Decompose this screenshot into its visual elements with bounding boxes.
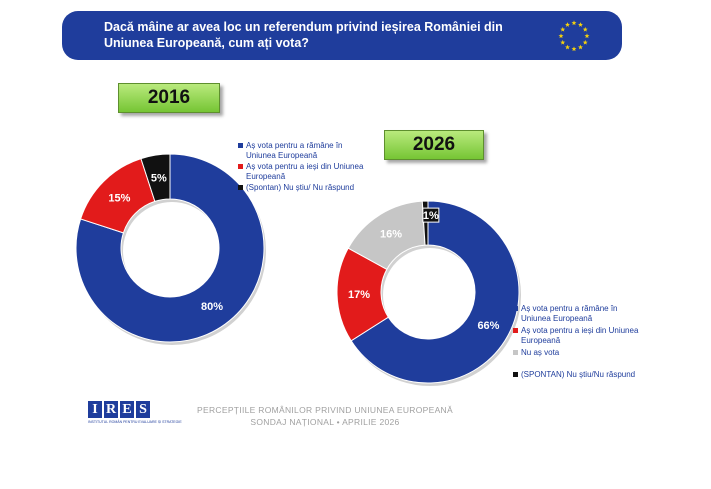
logo-tagline: INSTITUTUL ROMÂN PENTRU EVALUARE ȘI STRA… xyxy=(88,420,182,424)
legend-item: (SPONTAN) Nu știu/Nu răspund xyxy=(513,370,641,380)
donut-slice xyxy=(140,153,171,203)
legend-item: (Spontan) Nu știu/ Nu răspund xyxy=(238,183,366,193)
footer-report-title: PERCEPȚIILE ROMÂNILOR PRIVIND UNIUNEA EU… xyxy=(197,405,453,415)
legend-label: Aș vota pentru a rămâne în Uniunea Europ… xyxy=(246,141,343,160)
data-label: 1% xyxy=(423,210,439,222)
data-label: 5% xyxy=(151,172,167,184)
eu-star-icon xyxy=(565,22,570,27)
logo-letter: S xyxy=(136,401,150,418)
survey-question: Dacă mâine ar avea loc un referendum pri… xyxy=(104,20,503,50)
legend-swatch xyxy=(513,372,518,377)
legend-swatch xyxy=(238,185,243,190)
logo-letter: E xyxy=(120,401,134,418)
eu-star-icon xyxy=(565,44,570,50)
donut-slice xyxy=(75,153,265,343)
legend-item: Aș vota pentru a ieși din Uniunea Europe… xyxy=(513,326,641,346)
chart-title-2016: 2016 xyxy=(118,83,220,113)
eu-flag-icon xyxy=(558,20,590,52)
data-label: 15% xyxy=(108,192,130,204)
data-label: 80% xyxy=(201,301,223,313)
data-label-box xyxy=(422,207,440,223)
eu-star-icon xyxy=(578,22,583,27)
eu-star-icon xyxy=(582,26,588,32)
legend-item: Nu aș vota xyxy=(513,348,641,358)
eu-star-icon xyxy=(571,46,577,52)
legend-item: Aș vota pentru a ieși din Uniunea Europe… xyxy=(238,162,366,182)
footer-survey-info: SONDAJ NAȚIONAL • APRILIE 2026 xyxy=(250,417,400,427)
header-banner: Dacă mâine ar avea loc un referendum pri… xyxy=(62,11,622,60)
legend-swatch xyxy=(513,306,518,311)
legend-item: Aș vota pentru a rămâne în Uniunea Europ… xyxy=(513,304,641,324)
legend-swatch xyxy=(238,164,243,169)
eu-star-icon xyxy=(578,44,583,50)
donut-slice xyxy=(350,200,520,384)
eu-star-icon xyxy=(560,26,566,32)
legend-label: (Spontan) Nu știu/ Nu răspund xyxy=(246,183,355,192)
logo-letter: I xyxy=(88,401,102,418)
legend-swatch xyxy=(238,143,243,148)
data-label: 66% xyxy=(477,320,499,332)
legend-swatch xyxy=(513,350,518,355)
logo-letter: R xyxy=(104,401,118,418)
eu-star-icon xyxy=(571,20,577,26)
chart-title-2026: 2026 xyxy=(384,130,484,160)
legend-label: Aș vota pentru a rămâne în Uniunea Europ… xyxy=(521,304,618,323)
ires-logo: I R E S INSTITUTUL ROMÂN PENTRU EVALUARE… xyxy=(88,401,182,424)
legend-label: Aș vota pentru a ieși din Uniunea Europe… xyxy=(521,326,639,345)
data-label: 16% xyxy=(380,229,402,241)
data-label: 17% xyxy=(348,289,370,301)
eu-star-icon xyxy=(558,33,564,39)
legend-item: Aș vota pentru a rămâne în Uniunea Europ… xyxy=(238,141,366,161)
legend-label: Aș vota pentru a ieși din Uniunea Europe… xyxy=(246,162,364,181)
legend-label: Nu aș vota xyxy=(521,348,560,357)
eu-star-icon xyxy=(560,39,566,45)
legend-swatch xyxy=(513,328,518,333)
legend-label: (SPONTAN) Nu știu/Nu răspund xyxy=(521,370,636,379)
eu-star-icon xyxy=(584,33,590,39)
eu-star-icon xyxy=(582,39,588,45)
